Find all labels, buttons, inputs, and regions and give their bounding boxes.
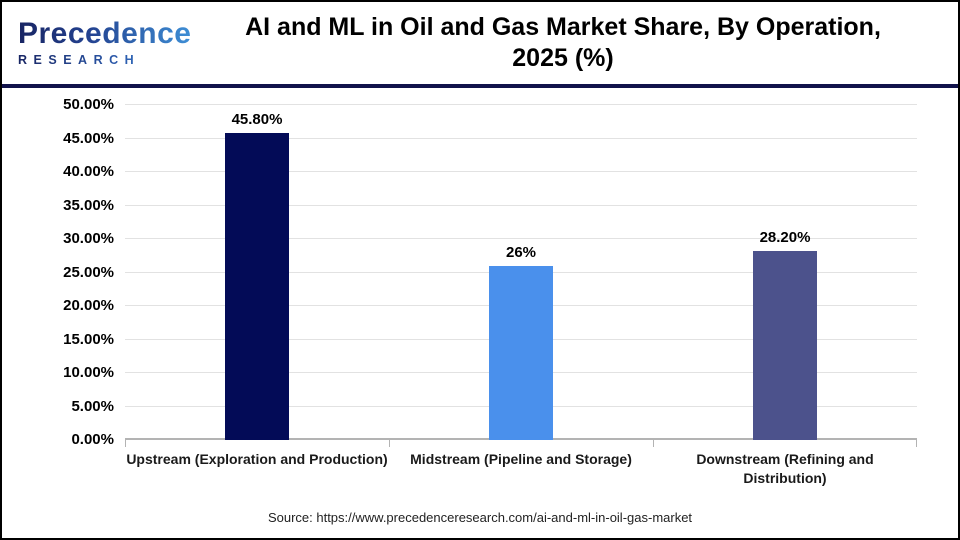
- bar: [225, 133, 289, 440]
- y-tick-label: 40.00%: [63, 163, 114, 180]
- y-tick-label: 25.00%: [63, 263, 114, 281]
- y-tick-label: 15.00%: [63, 330, 114, 348]
- gridline: [125, 238, 917, 239]
- bar-value-label: 26%: [505, 243, 537, 261]
- chart-title-line2: 2025 (%): [512, 44, 614, 72]
- gridline: [125, 137, 917, 139]
- y-tick-label: 0.00%: [71, 431, 114, 448]
- y-tick-label: 30.00%: [63, 230, 114, 247]
- y-tick-label: 20.00%: [63, 297, 114, 314]
- brand-logo: Precedence RESEARCH: [2, 19, 192, 67]
- bar: [753, 251, 817, 440]
- brand-subtext: RESEARCH: [18, 54, 192, 67]
- y-tick-label: 10.00%: [63, 364, 114, 381]
- gridline: [125, 204, 917, 206]
- x-axis-tick: [125, 440, 126, 447]
- category-label: Downstream (Refining and Distribution): [696, 451, 874, 486]
- category-label: Upstream (Exploration and Production): [126, 451, 388, 467]
- plot-area: 45.80% 26% 28.20%: [125, 104, 917, 447]
- x-axis-tick: [653, 440, 654, 447]
- header: Precedence RESEARCH AI and ML in Oil and…: [2, 2, 958, 88]
- y-tick-label: 35.00%: [63, 196, 114, 214]
- y-tick-label: 50.00%: [63, 96, 114, 113]
- bar: [489, 265, 553, 440]
- y-tick-label: 45.00%: [63, 129, 114, 147]
- x-axis-tick: [389, 440, 390, 447]
- bar-chart: 45.80% 26% 28.20% 0.00% 5.00% 10.00% 15.00% 20…: [2, 88, 958, 538]
- chart-title: AI and ML in Oil and Gas Market Share, B…: [192, 12, 958, 75]
- brand-wordmark: Precedence: [18, 17, 192, 51]
- source-text: Source: https://www.precedenceresearch.c…: [267, 510, 693, 525]
- y-tick-label: 5.00%: [71, 397, 114, 415]
- gridline: [125, 171, 917, 172]
- chart-title-line1: AI and ML in Oil and Gas Market Share, B…: [245, 12, 881, 41]
- gridline: [125, 104, 917, 105]
- bar-value-label: 45.80%: [231, 111, 283, 129]
- category-label: Midstream (Pipeline and Storage): [410, 451, 632, 467]
- x-axis-tick: [916, 440, 917, 447]
- bar-value-label: 28.20%: [759, 229, 811, 247]
